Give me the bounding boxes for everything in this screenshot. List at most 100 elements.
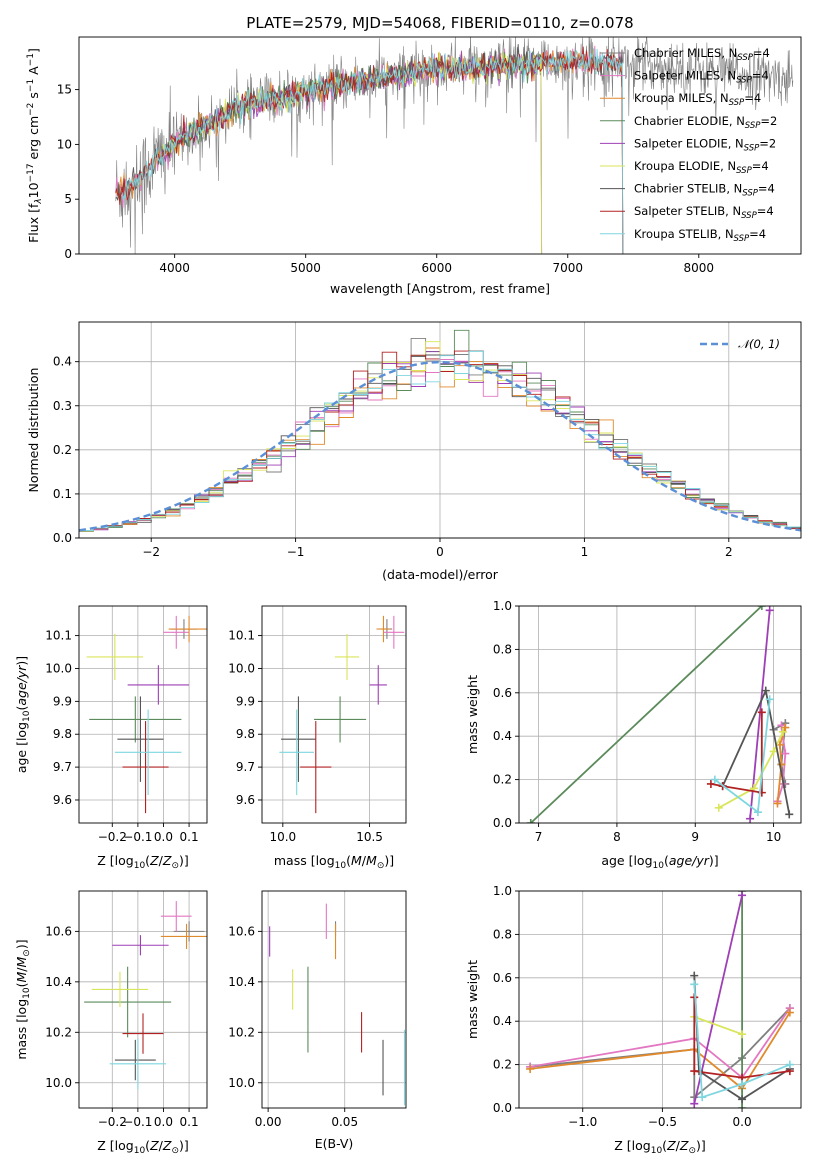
x-tick-label: −0.2: [98, 1115, 127, 1129]
axes-frame: [518, 890, 802, 1109]
weight-marker-6: [738, 1095, 747, 1104]
x-axis-label: E(B-V): [315, 1136, 354, 1151]
x-tick-label: 7: [535, 830, 543, 844]
y-label-part: s: [26, 92, 41, 103]
y-tick-label: 10: [57, 137, 72, 151]
panel-mass-vs-Z: −0.2−0.1 0.0 0.1 10.0 10.2 10.4 10.6 Z [log10(Z…: [14, 890, 208, 1156]
legend-name: Kroupa STELIB: [634, 227, 718, 241]
y-tick-label: 10.6: [45, 924, 72, 938]
y-tick-label: 0.8: [493, 927, 512, 941]
y-tick-label: 10.2: [45, 1025, 72, 1039]
y-label-part: −1: [26, 79, 36, 92]
legend-subscript: SSP: [737, 53, 753, 63]
legend-name: Kroupa ELODIE: [634, 159, 720, 173]
y-tick-label: 10.1: [45, 629, 72, 643]
y-axis-label: mass [log10(M/M⊙)]: [14, 939, 32, 1059]
x-tick-label: 10.0: [269, 830, 296, 844]
histogram-step-8: [79, 350, 801, 534]
x-axis-label: (data-model)/error: [382, 567, 499, 582]
x-tick-label: 10.5: [356, 830, 383, 844]
x-tick-label: 1: [581, 545, 589, 559]
axes-frame: [518, 605, 802, 824]
panel-age-vs-mass: 10.0 10.5 9.6 9.7 9.8 9.9 10.0 10.1 mass [log10(…: [228, 605, 407, 871]
panel-weights-vs-Z: −1.0 −0.5 0.0 0.0 0.2 0.4 0.6 0.8 1.0 Z [log10(Z/…: [465, 884, 802, 1156]
x-tick-label: 0.1: [180, 830, 199, 844]
legend-name: Kroupa MILES: [634, 91, 713, 105]
errorbars: [84, 901, 207, 1090]
y-tick-label: 10.6: [228, 924, 255, 938]
y-tick-label: 9.9: [236, 694, 255, 708]
weight-series-2: [776, 727, 787, 804]
legend-subscript: SSP: [736, 76, 752, 86]
legend-subscript: SSP: [729, 98, 745, 108]
x-tick-label: 2: [725, 545, 733, 559]
weight-marker-2: [785, 1008, 794, 1017]
y-tick-label: 0.0: [53, 531, 72, 545]
x-tick-label: −1.0: [568, 1115, 597, 1129]
x-tick-label: 0.0: [154, 830, 173, 844]
x-tick-label: −0.2: [98, 830, 127, 844]
legend: 𝒩(0, 1): [700, 337, 780, 351]
weight-series-3: [530, 606, 763, 823]
legend-value: =4: [752, 69, 769, 83]
y-tick-label: 0.2: [493, 1058, 512, 1072]
weight-marker-3: [738, 1104, 747, 1108]
x-axis-label: Z [log10(Z/Z⊙)]: [97, 853, 189, 871]
y-tick-label: 0: [64, 247, 72, 261]
y-label-part: −1: [26, 53, 36, 66]
panel-spectrum: 4000 5000 6000 7000 8000 0 5 10 15 wavelength [An…: [26, 36, 802, 296]
weight-marker-8: [753, 808, 762, 817]
legend-name: Chabrier ELODIE: [634, 114, 729, 128]
weight-series-2: [530, 1012, 791, 1090]
weight-series-4: [749, 610, 771, 819]
y-tick-label: 0.1: [53, 487, 72, 501]
x-tick-label: 6000: [421, 261, 452, 275]
weight-series-5: [693, 1016, 743, 1036]
legend-n: N: [729, 46, 738, 60]
y-tick-label: 0.0: [493, 816, 512, 830]
errorbars: [269, 903, 406, 1106]
weight-marker-4: [690, 1099, 699, 1108]
y-tick-label: 10.0: [228, 1076, 255, 1090]
panel-age-vs-Z: −0.2−0.1 0.0 0.1 9.6 9.7 9.8 9.9 10.0 10.1 Z [log…: [14, 605, 208, 871]
legend-n: N: [735, 136, 744, 150]
legend-name: Chabrier MILES: [634, 46, 721, 60]
weight-marker-5: [778, 727, 787, 736]
weight-lines: [526, 606, 794, 823]
weight-marker-6: [785, 810, 794, 819]
legend-entry-8: Kroupa STELIB, NSSP=4: [634, 227, 766, 244]
x-tick-label: 7000: [552, 261, 583, 275]
weight-series-8: [693, 984, 791, 1099]
legend-subscript: SSP: [741, 211, 757, 221]
legend-subscript: SSP: [745, 121, 761, 131]
x-tick-label: 5000: [290, 261, 321, 275]
y-tick-label: 1.0: [493, 599, 512, 613]
weight-series-7: [710, 712, 763, 794]
panel-residuals: −2 −1 0 1 2 0.0 0.1 0.2 0.3 0.4 (data-model)/error…: [26, 321, 802, 582]
y-tick-label: 10.1: [228, 629, 255, 643]
weight-marker-3: [757, 606, 766, 610]
x-tick-label: −2: [142, 545, 160, 559]
weight-marker-3: [526, 819, 535, 823]
weight-marker-2: [773, 799, 782, 808]
legend-subscript: SSP: [736, 166, 752, 176]
y-tick-label: 10.4: [45, 975, 72, 989]
y-tick-label: 0.6: [493, 971, 512, 985]
weight-marker-8: [698, 1093, 707, 1102]
weight-series-4: [693, 895, 743, 1104]
y-axis-label: age [log10(age/yr)]: [14, 656, 32, 773]
legend-entry-4: Salpeter ELODIE, NSSP=2: [634, 136, 776, 153]
weight-series-5: [718, 731, 784, 809]
legend-n: N: [727, 159, 736, 173]
legend-n: N: [734, 182, 743, 196]
y-axis-label: Flux [fλ10−17 erg cm−2 s−1 A−1]: [26, 48, 44, 243]
y-tick-label: 0.6: [493, 686, 512, 700]
legend-name: Salpeter ELODIE: [634, 136, 728, 150]
weight-marker-1: [781, 749, 790, 758]
weight-marker-8: [710, 775, 719, 784]
x-tick-label: 0.1: [180, 1115, 199, 1129]
legend-subscript: SSP: [734, 234, 750, 244]
weight-marker-2: [777, 760, 786, 769]
y-tick-label: 0.4: [493, 729, 512, 743]
